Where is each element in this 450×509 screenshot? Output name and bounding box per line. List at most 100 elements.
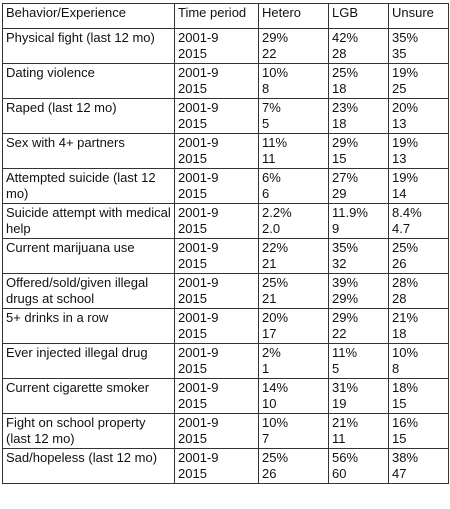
behavior-cell: Suicide attempt with medical help xyxy=(2,203,175,239)
lgb-cell: 29% 22 xyxy=(328,308,389,344)
lgb-value: 15 xyxy=(332,151,347,166)
lgb-cell: 21% 11 xyxy=(328,413,389,449)
unsure-value: 25 xyxy=(392,81,407,96)
unsure-value: 8 xyxy=(392,361,400,376)
periods-value: 2015 xyxy=(178,81,207,96)
unsure-value: 16% xyxy=(392,415,419,430)
lgb-cell: 56% 60 xyxy=(328,448,389,484)
hetero-cell: 20% 17 xyxy=(258,308,329,344)
hetero-cell: 10% 7 xyxy=(258,413,329,449)
hetero-cell: 10% 8 xyxy=(258,63,329,99)
unsure-cell: 18% 15 xyxy=(388,378,449,414)
unsure-cell: 16% 15 xyxy=(388,413,449,449)
periods-cell: 2001-9 2015 xyxy=(174,378,259,414)
table-row: Dating violence 2001-9 2015 10% 8 25% 18 19% 25 xyxy=(2,63,449,99)
hetero-value: 14% xyxy=(262,380,289,395)
behavior-cell: Sex with 4+ partners xyxy=(2,133,175,169)
hetero-value: 25% xyxy=(262,275,289,290)
periods-value: 2001-9 xyxy=(178,65,219,80)
lgb-cell: 31% 19 xyxy=(328,378,389,414)
lgb-cell: 27% 29 xyxy=(328,168,389,204)
lgb-value: 21% xyxy=(332,415,359,430)
hetero-cell: 25% 21 xyxy=(258,273,329,309)
periods-value: 2015 xyxy=(178,46,207,61)
hetero-value: 10% xyxy=(262,415,289,430)
unsure-value: 28% xyxy=(392,275,419,290)
lgb-cell: 42% 28 xyxy=(328,28,389,64)
lgb-value: 32 xyxy=(332,256,347,271)
periods-cell: 2001-9 2015 xyxy=(174,168,259,204)
unsure-cell: 25% 26 xyxy=(388,238,449,274)
hetero-value: 11 xyxy=(262,151,276,166)
periods-cell: 2001-9 2015 xyxy=(174,63,259,99)
hetero-value: 22 xyxy=(262,46,277,61)
hetero-value: 2.2% xyxy=(262,205,292,220)
hetero-cell: 6% 6 xyxy=(258,168,329,204)
unsure-value: 20% xyxy=(392,100,419,115)
unsure-value: 19% xyxy=(392,170,419,185)
table-body: Physical fight (last 12 mo) 2001-9 2015 29%… xyxy=(2,28,449,484)
lgb-cell: 11.9% 9 xyxy=(328,203,389,239)
periods-value: 2015 xyxy=(178,151,207,166)
lgb-value: 23% xyxy=(332,100,359,115)
header-cell: Unsure xyxy=(388,3,449,29)
unsure-value: 38% xyxy=(392,450,419,465)
unsure-value: 15 xyxy=(392,431,407,446)
unsure-cell: 19% 25 xyxy=(388,63,449,99)
lgb-value: 9 xyxy=(332,221,340,236)
periods-value: 2015 xyxy=(178,256,207,271)
hetero-value: 1 xyxy=(262,361,270,376)
periods-value: 2015 xyxy=(178,186,207,201)
periods-value: 2015 xyxy=(178,396,207,411)
periods-cell: 2001-9 2015 xyxy=(174,28,259,64)
lgb-value: 29% xyxy=(332,310,359,325)
lgb-value: 39% xyxy=(332,275,359,290)
hetero-cell: 25% 26 xyxy=(258,448,329,484)
unsure-cell: 19% 13 xyxy=(388,133,449,169)
page: Behavior/Experience Time period Hetero LGB U… xyxy=(0,3,450,509)
hetero-cell: 14% 10 xyxy=(258,378,329,414)
lgb-value: 31% xyxy=(332,380,359,395)
unsure-value: 21% xyxy=(392,310,419,325)
behavior-cell: Physical fight (last 12 mo) xyxy=(2,28,175,64)
periods-cell: 2001-9 2015 xyxy=(174,98,259,134)
unsure-value: 18% xyxy=(392,380,419,395)
header-cell: Hetero xyxy=(258,3,329,29)
unsure-value: 26 xyxy=(392,256,407,271)
unsure-cell: 35% 35 xyxy=(388,28,449,64)
lgb-value: 35% xyxy=(332,240,359,255)
hetero-value: 6 xyxy=(262,186,270,201)
lgb-cell: 39% 29% xyxy=(328,273,389,309)
periods-cell: 2001-9 2015 xyxy=(174,448,259,484)
periods-cell: 2001-9 2015 xyxy=(174,273,259,309)
unsure-cell: 28% 28 xyxy=(388,273,449,309)
periods-cell: 2001-9 2015 xyxy=(174,308,259,344)
periods-value: 2001-9 xyxy=(178,275,219,290)
behavior-cell: Dating violence xyxy=(2,63,175,99)
hetero-value: 10 xyxy=(262,396,277,411)
lgb-value: 29 xyxy=(332,186,347,201)
hetero-cell: 29% 22 xyxy=(258,28,329,64)
unsure-cell: 20% 13 xyxy=(388,98,449,134)
table-row: Fight on school property (last 12 mo) 200… xyxy=(2,413,449,449)
behavior-cell: Raped (last 12 mo) xyxy=(2,98,175,134)
unsure-value: 4.7 xyxy=(392,221,411,236)
header-cell: LGB xyxy=(328,3,389,29)
table-row: 5+ drinks in a row 2001-9 2015 20% 17 29% 22 21… xyxy=(2,308,449,344)
periods-value: 2001-9 xyxy=(178,345,219,360)
lgb-cell: 25% 18 xyxy=(328,63,389,99)
hetero-value: 21 xyxy=(262,256,277,271)
unsure-value: 28 xyxy=(392,291,407,306)
periods-cell: 2001-9 2015 xyxy=(174,203,259,239)
unsure-value: 18 xyxy=(392,326,407,341)
lgb-value: 42% xyxy=(332,30,359,45)
lgb-value: 29% xyxy=(332,135,359,150)
table-row: Suicide attempt with medical help 2001-9 2… xyxy=(2,203,449,239)
hetero-value: 22% xyxy=(262,240,289,255)
unsure-value: 35 xyxy=(392,46,407,61)
data-table: Behavior/Experience Time period Hetero LGB U… xyxy=(2,3,449,484)
unsure-value: 14 xyxy=(392,186,407,201)
unsure-value: 15 xyxy=(392,396,407,411)
hetero-value: 10% xyxy=(262,65,289,80)
periods-value: 2015 xyxy=(178,221,207,236)
